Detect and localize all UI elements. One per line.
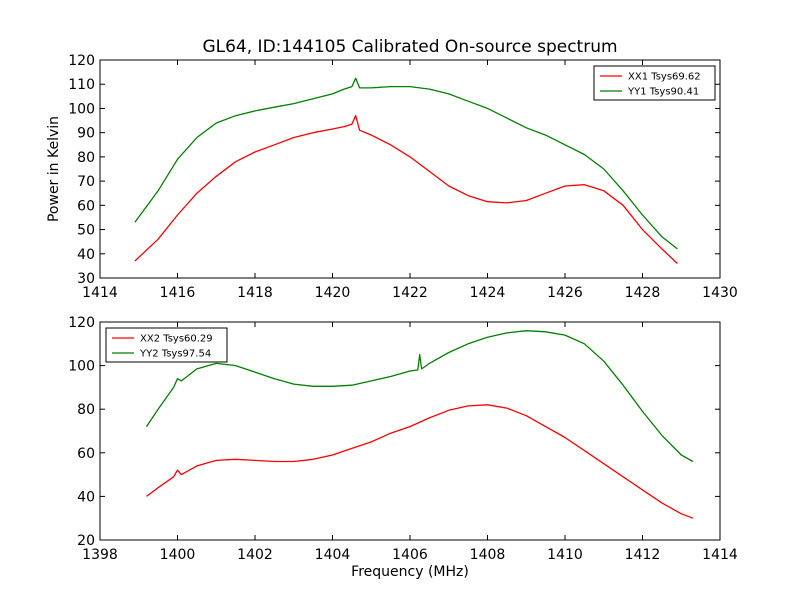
panel-1-y-tick-label: 50 bbox=[77, 223, 95, 239]
panel-2-series-1-line bbox=[146, 404, 694, 519]
panel-1-y-tick-label: 30 bbox=[77, 271, 95, 287]
panel-2-y-tick-label: 60 bbox=[77, 446, 95, 462]
panel-1-y-tick-label: 60 bbox=[77, 198, 95, 214]
panel-1-y-tick-label: 110 bbox=[68, 77, 95, 93]
panel-2-x-tick-label: 1408 bbox=[470, 547, 506, 563]
panel-2-y-tick-label: 100 bbox=[68, 359, 95, 375]
panel-2-x-tick-label: 1404 bbox=[315, 547, 351, 563]
panel-1-legend-box bbox=[593, 65, 716, 101]
panel-1-x-tick-label: 1416 bbox=[160, 285, 196, 301]
panel-2-y-tick-label: 20 bbox=[77, 533, 95, 549]
panel-1-y-tick-label: 40 bbox=[77, 247, 95, 263]
panel-2-x-tick-label: 1412 bbox=[625, 547, 661, 563]
panel-1: 1414 1416 1418 1420 1422 1424 1426 1428 1430 30 40… bbox=[46, 53, 738, 301]
panel-2-x-tick-label: 1410 bbox=[547, 547, 583, 563]
panel-1-y-tick-label: 90 bbox=[77, 126, 95, 142]
panel-1-legend-label-2: YY1 Tsys90.41 bbox=[627, 87, 699, 98]
panel-2-x-axis-label: Frequency (MHz) bbox=[351, 564, 469, 580]
panel-2-x-tick-label: 1402 bbox=[237, 547, 273, 563]
panel-2-legend-label-2: YY2 Tsys97.54 bbox=[139, 349, 211, 360]
panel-2-legend-box bbox=[105, 327, 228, 363]
panel-1-series-1-line bbox=[134, 115, 678, 264]
panel-1-x-tick-label: 1414 bbox=[82, 285, 118, 301]
panel-1-x-tick-label: 1424 bbox=[470, 285, 506, 301]
panel-1-x-tick-label: 1418 bbox=[237, 285, 273, 301]
panel-2-x-tick-label: 1406 bbox=[392, 547, 428, 563]
panel-1-x-tick-label: 1428 bbox=[625, 285, 661, 301]
panel-1-y-tick-label: 120 bbox=[68, 53, 95, 69]
panel-2-y-tick-label: 120 bbox=[68, 315, 95, 331]
panel-2-x-tick-label: 1414 bbox=[702, 547, 738, 563]
panel-1-series-2-line bbox=[134, 77, 678, 250]
panel-1-y-tick-label: 80 bbox=[77, 150, 95, 166]
panel-1-x-tick-label: 1426 bbox=[547, 285, 583, 301]
panel-1-legend-label-1: XX1 Tsys69.62 bbox=[628, 72, 701, 83]
panel-2-x-tick-label: 1400 bbox=[160, 547, 196, 563]
panel-1-x-tick-label: 1430 bbox=[702, 285, 738, 301]
panel-1-x-tick-label: 1422 bbox=[392, 285, 428, 301]
panel-2: 1398 1400 1402 1404 1406 1408 1410 1412 1414 20 40… bbox=[68, 315, 738, 580]
panel-2-x-tick-label: 1398 bbox=[82, 547, 118, 563]
panel-1-legend: XX1 Tsys69.62 YY1 Tsys90.41 bbox=[593, 65, 716, 101]
panel-2-y-tick-label: 40 bbox=[77, 489, 95, 505]
panel-2-legend-label-1: XX2 Tsys60.29 bbox=[140, 334, 213, 345]
panel-1-y-tick-label: 100 bbox=[68, 101, 95, 117]
panel-1-y-axis-label: Power in Kelvin bbox=[46, 116, 62, 222]
panel-2-series-2-line bbox=[145, 330, 694, 463]
figure-title: GL64, ID:144105 Calibrated On-source spe… bbox=[202, 37, 617, 57]
panel-1-y-tick-label: 70 bbox=[77, 174, 95, 190]
panel-2-y-tick-label: 80 bbox=[77, 402, 95, 418]
panel-1-x-tick-label: 1420 bbox=[315, 285, 351, 301]
panel-2-legend: XX2 Tsys60.29 YY2 Tsys97.54 bbox=[105, 327, 228, 363]
